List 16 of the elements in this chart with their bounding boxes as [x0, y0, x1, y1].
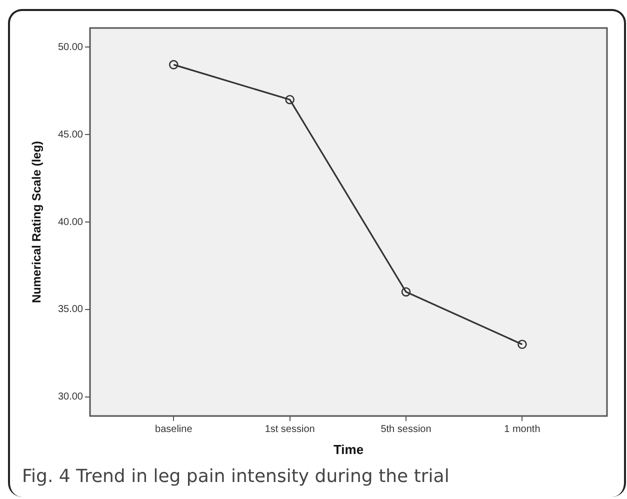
x-tick-label: 1 month — [504, 424, 540, 435]
y-tick-label: 40.00 — [58, 216, 84, 228]
y-tick-label: 50.00 — [58, 42, 84, 53]
y-tick-label: 30.00 — [58, 392, 84, 403]
point — [401, 287, 411, 297]
y-tick-label: 45.00 — [58, 129, 84, 140]
y-axis-title: Numerical Rating Scale (leg) — [30, 140, 44, 304]
x-tick-label: 1st session — [264, 424, 315, 435]
x-tick-label: 5th session — [380, 424, 432, 435]
y-tick-label: 35.00 — [58, 304, 84, 316]
point — [518, 340, 527, 349]
point — [285, 95, 294, 104]
x-axis-title: Time — [333, 442, 364, 457]
x-tick-label: baseline — [155, 424, 193, 435]
point — [169, 60, 178, 70]
caption: Fig. 4 Trend in leg pain intensity during the trial — [22, 466, 450, 487]
